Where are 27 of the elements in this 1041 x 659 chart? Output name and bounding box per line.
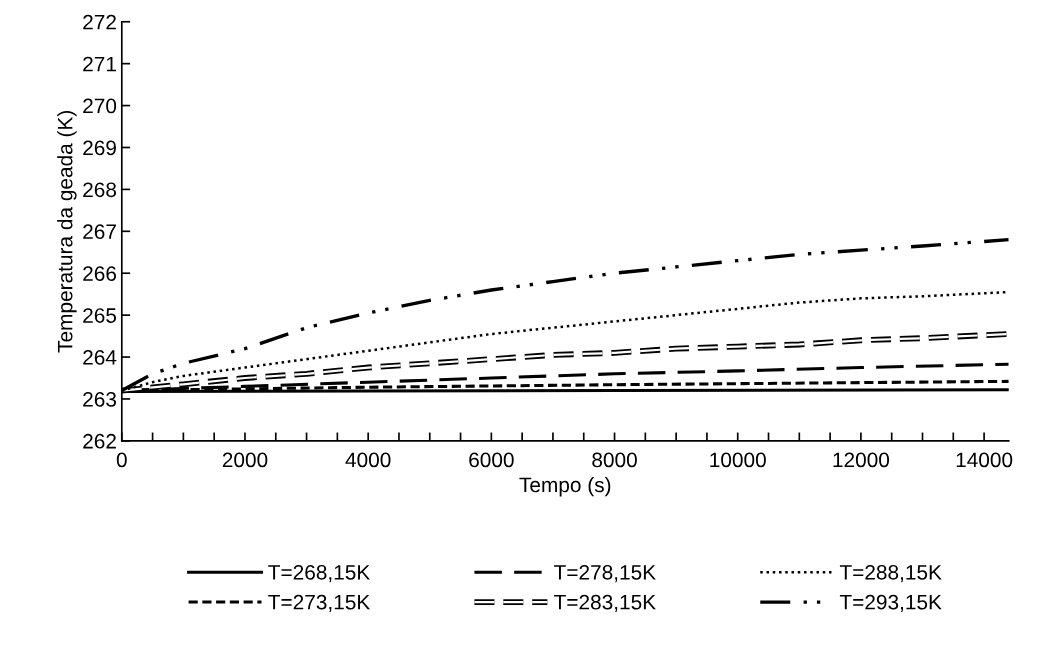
y-tick-label: 269 [83, 140, 116, 156]
x-tick-label: 6000 [469, 452, 514, 468]
legend-label: T=278,15K [554, 564, 656, 583]
legend-label: T=288,15K [839, 564, 942, 583]
x-tick-label: 4000 [345, 452, 391, 468]
legend-label: T=293,15K [839, 594, 942, 612]
x-axis-title: Tempo (s) [519, 476, 611, 497]
x-tick-label: 12000 [833, 452, 890, 468]
x-tick-label: 8000 [592, 452, 637, 468]
y-tick-label: 272 [83, 14, 116, 30]
x-tick-label: 0 [116, 452, 127, 468]
y-tick-label: 271 [83, 56, 116, 72]
y-tick-label: 267 [83, 224, 116, 240]
legend-label: T=283,15K [554, 594, 656, 612]
y-tick-label: 263 [83, 391, 117, 407]
y-tick-label: 264 [83, 350, 117, 365]
y-tick-label: 265 [83, 308, 117, 323]
y-tick-label: 270 [83, 98, 117, 114]
x-tick-label: 10000 [710, 452, 766, 468]
x-tick-label: 2000 [222, 452, 268, 468]
y-tick-label: 262 [83, 433, 116, 449]
y-tick-label: 266 [83, 266, 117, 281]
y-tick-label: 268 [83, 182, 117, 198]
y-axis-title: Temperatura da geada (K) [57, 111, 77, 353]
legend-label: T=268,15K [268, 564, 371, 583]
legend-label: T=273,15K [268, 594, 371, 612]
x-tick-label: 14000 [956, 452, 1013, 468]
